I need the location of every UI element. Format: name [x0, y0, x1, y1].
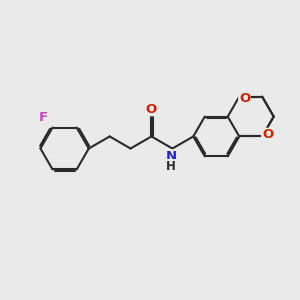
Text: H: H: [166, 160, 176, 173]
Text: O: O: [146, 103, 157, 116]
Text: F: F: [39, 111, 48, 124]
Text: O: O: [239, 92, 250, 105]
Text: O: O: [262, 128, 273, 142]
Text: N: N: [165, 150, 176, 163]
